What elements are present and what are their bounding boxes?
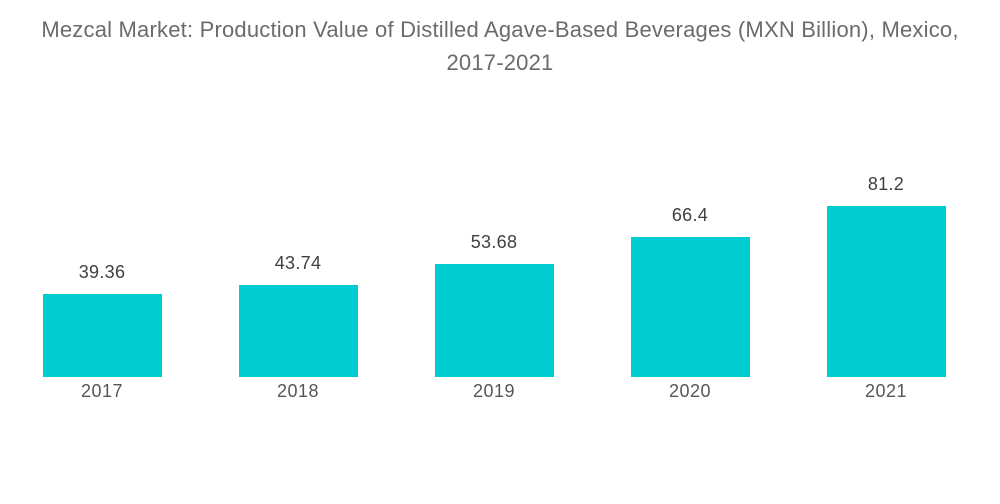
bar <box>42 294 162 377</box>
bar-column: 53.68 2019 <box>396 100 592 406</box>
category-label: 2019 <box>472 381 516 401</box>
category-label: 2018 <box>276 381 320 401</box>
bar <box>630 237 750 377</box>
bar-value-label: 53.68 <box>470 232 518 252</box>
bar-column: 39.36 2017 <box>4 100 200 406</box>
bar-value-label: 81.2 <box>867 174 905 194</box>
bar-value-label: 66.4 <box>671 205 709 225</box>
category-label: 2017 <box>80 381 124 401</box>
bar <box>434 264 554 377</box>
category-label: 2021 <box>864 381 908 401</box>
bar-column: 43.74 2018 <box>200 100 396 406</box>
plot-area: 39.36 2017 43.74 2018 53.68 2019 66.4 2020 81.2 2… <box>4 100 984 406</box>
bar-column: 81.2 2021 <box>788 100 984 406</box>
bar <box>238 285 358 377</box>
bar-column: 66.4 2020 <box>592 100 788 406</box>
bar <box>826 206 946 377</box>
category-label: 2020 <box>668 381 712 401</box>
bar-value-label: 43.74 <box>274 253 322 273</box>
chart-title: Mezcal Market: Production Value of Disti… <box>41 17 959 75</box>
bar-value-label: 39.36 <box>78 262 126 282</box>
